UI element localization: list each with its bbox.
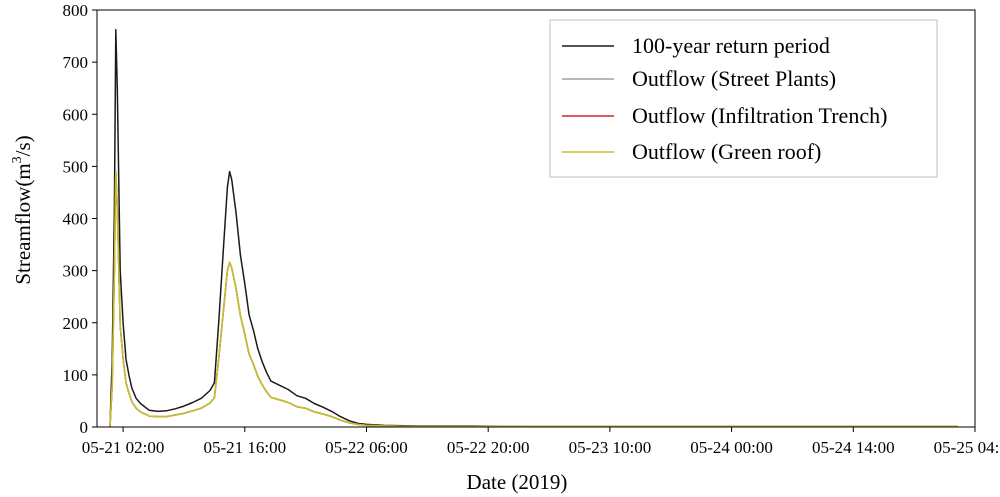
y-tick-label: 100 xyxy=(63,366,89,385)
x-axis-label: Date (2019) xyxy=(467,470,568,494)
y-tick-label: 300 xyxy=(63,262,89,281)
legend-label-return-period: 100-year return period xyxy=(632,33,830,58)
y-tick-label: 500 xyxy=(63,157,89,176)
legend: 100-year return period Outflow (Street P… xyxy=(549,19,938,178)
x-tick-label: 05-21 02:00 xyxy=(82,438,165,457)
y-tick-label: 0 xyxy=(80,418,89,437)
x-tick-label: 05-22 20:00 xyxy=(447,438,530,457)
x-tick-label: 05-24 14:00 xyxy=(812,438,895,457)
y-tick-label: 600 xyxy=(63,105,89,124)
plot-lines xyxy=(109,29,958,428)
y-tick-label: 800 xyxy=(63,1,89,20)
x-tick-label: 05-24 00:00 xyxy=(690,438,773,457)
x-tick-label: 05-22 06:00 xyxy=(325,438,408,457)
y-axis-label-superscript: 3 xyxy=(10,156,25,163)
series-line-green-roof xyxy=(109,170,958,428)
x-tick-label: 05-21 16:00 xyxy=(203,438,286,457)
y-axis-label: Streamflow(m3/s) xyxy=(10,135,35,284)
y-axis-label-suffix: /s) xyxy=(11,135,35,156)
legend-label-green-roof: Outflow (Green roof) xyxy=(632,139,821,164)
y-tick-label: 700 xyxy=(63,53,89,72)
x-tick-label: 05-23 10:00 xyxy=(569,438,652,457)
x-tick-label: 05-25 04:00 xyxy=(934,438,1000,457)
legend-label-infiltration-trench: Outflow (Infiltration Trench) xyxy=(632,103,887,128)
series-line-return-period xyxy=(109,29,958,428)
y-tick-label: 400 xyxy=(63,210,89,229)
legend-frame xyxy=(549,19,938,178)
y-axis-label-prefix: Streamflow(m xyxy=(11,163,35,284)
y-axis-ticks: 0 100 200 300 400 500 600 700 800 xyxy=(63,1,97,437)
legend-label-street-plants: Outflow (Street Plants) xyxy=(632,66,836,91)
x-axis-ticks: 05-21 02:00 05-21 16:00 05-22 06:00 05-22 2… xyxy=(82,427,1000,457)
y-tick-label: 200 xyxy=(63,314,89,333)
